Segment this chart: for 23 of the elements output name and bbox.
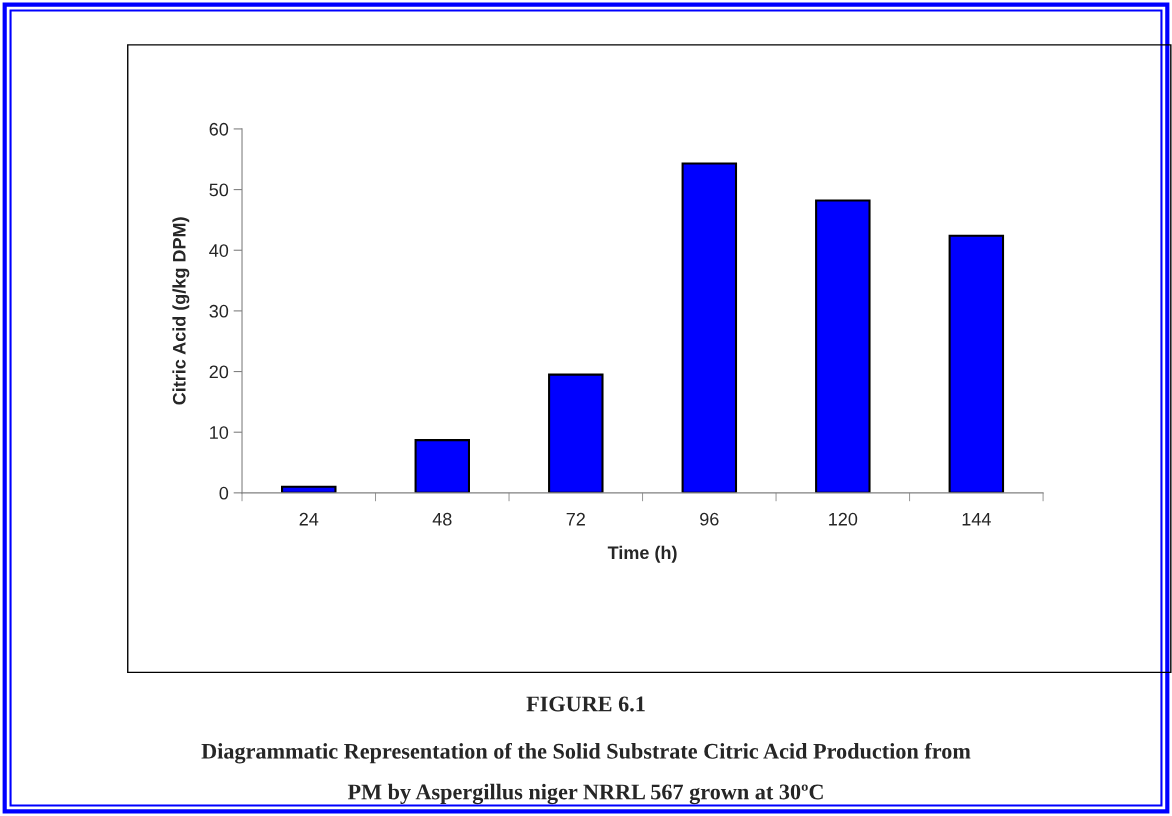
bar <box>815 199 871 493</box>
x-tick-label: 96 <box>700 512 719 526</box>
caption: FIGURE 6.1 <box>526 696 645 712</box>
x-axis-title: Time (h) <box>607 545 677 563</box>
x-tick-label: 144 <box>962 512 991 526</box>
y-axis-title: Citric Acid (g/kg DPM) <box>172 217 190 405</box>
bar <box>681 162 738 493</box>
x-tick-label: 48 <box>432 512 452 526</box>
y-tick-label: 40 <box>209 244 229 257</box>
bar <box>548 373 604 493</box>
y-tick-label: 60 <box>209 122 229 136</box>
y-tick-label: 20 <box>209 365 229 379</box>
y-tick-label: 30 <box>209 304 229 318</box>
x-tick-label: 120 <box>829 512 858 526</box>
bar <box>948 234 1005 493</box>
x-tick-label: 24 <box>299 512 319 526</box>
text: Diagrammatic Representation of the Solid Substrate Citric Acid Production from <box>201 742 971 764</box>
bar <box>414 439 471 493</box>
y-tick-label: 10 <box>210 426 229 439</box>
x-tick-label: 72 <box>566 512 585 526</box>
y-tick-label: 50 <box>209 183 229 197</box>
text: PM by Aspergillus niger NRRL 567 grown at 30ºC <box>347 783 823 805</box>
y-tick-label: 0 <box>219 486 229 500</box>
